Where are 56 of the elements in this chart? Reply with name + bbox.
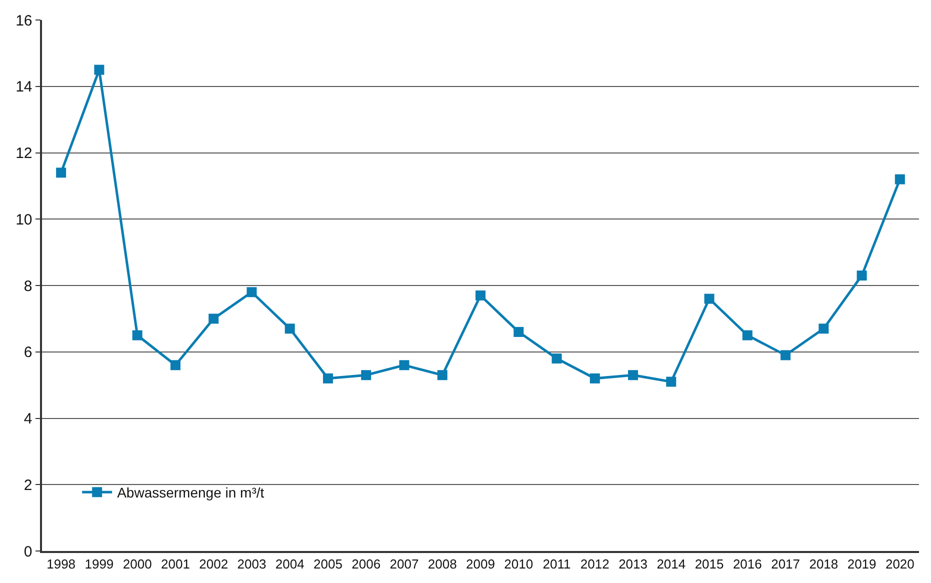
point xyxy=(94,64,104,75)
x-tick-label: 2010 xyxy=(504,556,534,572)
x-tick-label: 2019 xyxy=(847,556,876,572)
x-tick-label: 2006 xyxy=(352,556,381,572)
x-tick-label: 1998 xyxy=(46,556,76,572)
x-tick-label: 2001 xyxy=(161,556,190,572)
x-tick-label: 2004 xyxy=(275,556,304,572)
x-tick-label: 2002 xyxy=(199,556,228,572)
x-tick-label: 1999 xyxy=(84,556,114,572)
x-tick-label: 2016 xyxy=(732,556,762,572)
point xyxy=(322,373,333,384)
point xyxy=(628,370,638,380)
point xyxy=(361,370,372,380)
point xyxy=(856,270,867,281)
x-tick-label: 2014 xyxy=(656,556,686,572)
y-tick-label: 0 xyxy=(24,543,32,560)
point xyxy=(818,324,829,334)
point xyxy=(208,314,219,324)
x-tick-label: 2018 xyxy=(809,556,838,572)
y-tick-label: 14 xyxy=(16,78,32,96)
point xyxy=(666,376,676,387)
x-tick-label: 2015 xyxy=(694,556,724,572)
x-tick-label: 2013 xyxy=(618,556,648,572)
point xyxy=(399,360,410,370)
point xyxy=(742,330,752,340)
x-tick-label: 2000 xyxy=(122,556,152,572)
y-tick-label: 12 xyxy=(16,145,32,162)
point xyxy=(552,354,562,364)
x-tick-label: 2011 xyxy=(542,556,571,572)
y-tick-label: 10 xyxy=(16,211,32,228)
point xyxy=(437,370,448,380)
x-tick-label: 2005 xyxy=(314,556,342,572)
y-tick-label: 16 xyxy=(16,12,32,30)
x-tick-label: 2017 xyxy=(771,556,800,572)
y-tick-label: 8 xyxy=(24,278,32,295)
point xyxy=(780,350,791,360)
legend-label: Abwassermenge in m³/t xyxy=(117,484,264,501)
x-tick-label: 2012 xyxy=(580,556,610,572)
y-tick-label: 6 xyxy=(24,344,32,362)
point xyxy=(170,360,180,370)
point xyxy=(514,326,524,337)
x-tick-label: 2009 xyxy=(466,556,495,572)
point xyxy=(704,294,714,304)
x-tick-label: 2008 xyxy=(428,556,457,572)
point xyxy=(590,373,600,384)
x-tick-label: 2020 xyxy=(885,556,914,572)
y-tick-label: 4 xyxy=(24,410,32,428)
x-tick-label: 2007 xyxy=(390,556,419,572)
point xyxy=(56,168,66,178)
point xyxy=(894,174,905,184)
point xyxy=(246,287,257,298)
point xyxy=(132,330,142,340)
y-tick-label: 2 xyxy=(24,476,32,494)
point xyxy=(476,290,486,300)
point xyxy=(284,324,295,334)
x-tick-label: 2003 xyxy=(237,556,266,572)
